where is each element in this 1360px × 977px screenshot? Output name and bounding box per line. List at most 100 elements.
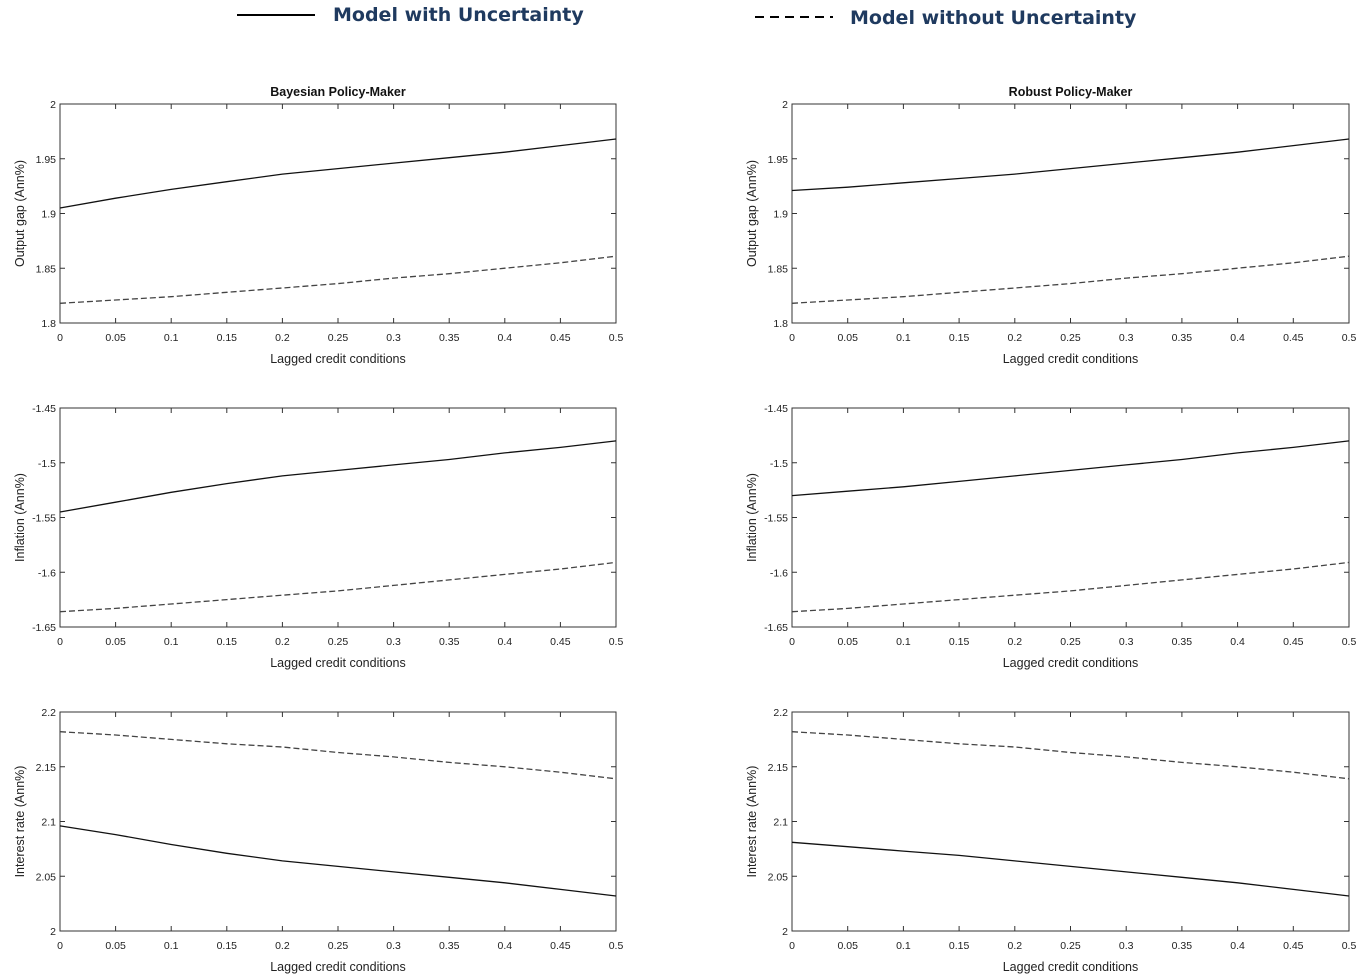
x-tick-label: 0.2 xyxy=(1007,940,1022,952)
panel-title: Robust Policy-Maker xyxy=(1009,85,1133,99)
plot-frame xyxy=(791,407,1350,628)
x-tick-label: 0.5 xyxy=(1342,636,1357,648)
x-tick-label: 0 xyxy=(57,332,63,344)
x-tick-label: 0 xyxy=(57,636,63,648)
x-tick-label: 0.45 xyxy=(1283,332,1304,344)
y-tick-label: -1.55 xyxy=(764,513,788,525)
x-tick-label: 0.45 xyxy=(550,940,571,952)
x-tick-label: 0.5 xyxy=(609,636,624,648)
y-tick-label: 2.2 xyxy=(41,707,56,719)
y-tick-label: 1.9 xyxy=(773,209,788,221)
series-line-without-uncertainty xyxy=(59,561,617,613)
legend-dashed-line-icon xyxy=(755,16,833,18)
x-tick-label: 0.15 xyxy=(217,940,238,952)
y-tick-label: -1.45 xyxy=(764,403,788,415)
x-tick-label: 0.35 xyxy=(439,332,460,344)
panel-title: Bayesian Policy-Maker xyxy=(270,85,406,99)
x-tick-label: 0.2 xyxy=(1007,332,1022,344)
series-line-without-uncertainty xyxy=(59,731,617,780)
y-axis-label: Output gap (Ann%) xyxy=(13,160,27,267)
y-axis-label: Inflation (Ann%) xyxy=(745,473,759,562)
y-tick-label: 2 xyxy=(50,99,56,111)
y-tick-label: 1.9 xyxy=(41,209,56,221)
chart-panel-1: 0 0.05 0.1 0.15 0.2 0.25 0.3 0.35 0.4 0.45 0.5 1.8 1… xyxy=(13,85,623,366)
x-tick-label: 0.05 xyxy=(105,332,126,344)
y-tick-label: 2.15 xyxy=(768,762,789,774)
y-axis-label: Inflation (Ann%) xyxy=(13,473,27,562)
chart-panel-6: 0 0.05 0.1 0.15 0.2 0.25 0.3 0.35 0.4 0.45 0.5 2 2.0… xyxy=(745,707,1356,974)
x-tick-label: 0.3 xyxy=(1119,332,1134,344)
y-tick-label: 2 xyxy=(782,926,788,938)
chart-panel-3: 0 0.05 0.1 0.15 0.2 0.25 0.3 0.35 0.4 0.45 0.5 -1.6… xyxy=(13,403,623,670)
x-tick-label: 0.45 xyxy=(1283,940,1304,952)
x-tick-label: 0.4 xyxy=(1230,940,1245,952)
x-tick-label: 0.25 xyxy=(1060,940,1081,952)
x-tick-label: 0 xyxy=(789,940,795,952)
series-line-with-uncertainty xyxy=(791,440,1350,497)
x-tick-label: 0.05 xyxy=(837,940,858,952)
x-tick-label: 0.2 xyxy=(275,332,290,344)
x-tick-label: 0.05 xyxy=(105,940,126,952)
y-tick-label: -1.6 xyxy=(770,567,788,579)
x-tick-label: 0.15 xyxy=(949,332,970,344)
y-tick-label: -1.5 xyxy=(770,458,788,470)
y-tick-label: 1.8 xyxy=(773,318,788,330)
legend-label-without-uncertainty: Model without Uncertainty xyxy=(850,7,1137,29)
x-tick-label: 0.25 xyxy=(328,940,349,952)
y-tick-label: 1.8 xyxy=(41,318,56,330)
x-tick-label: 0.5 xyxy=(1342,332,1357,344)
x-tick-label: 0 xyxy=(57,940,63,952)
x-tick-label: 0.05 xyxy=(837,332,858,344)
x-axis-label: Lagged credit conditions xyxy=(1003,960,1139,974)
series-line-without-uncertainty xyxy=(791,255,1350,304)
y-tick-label: 1.95 xyxy=(36,154,57,166)
x-axis-label: Lagged credit conditions xyxy=(270,960,406,974)
y-axis-label: Output gap (Ann%) xyxy=(745,160,759,267)
legend-solid-line-icon xyxy=(237,14,315,16)
x-tick-label: 0.1 xyxy=(164,332,179,344)
series-line-without-uncertainty xyxy=(59,255,617,304)
y-tick-label: -1.5 xyxy=(38,458,56,470)
x-tick-label: 0.2 xyxy=(1007,636,1022,648)
plot-frame xyxy=(59,711,617,932)
x-axis-label: Lagged credit conditions xyxy=(270,352,406,366)
x-tick-label: 0.25 xyxy=(328,332,349,344)
series-line-without-uncertainty xyxy=(791,731,1350,780)
x-tick-label: 0.1 xyxy=(164,940,179,952)
x-tick-label: 0.2 xyxy=(275,940,290,952)
plot-frame xyxy=(791,711,1350,932)
x-tick-label: 0.4 xyxy=(497,940,512,952)
x-tick-label: 0.15 xyxy=(217,636,238,648)
y-tick-label: 1.85 xyxy=(768,263,789,275)
y-tick-label: 2 xyxy=(782,99,788,111)
y-tick-label: 2.1 xyxy=(41,817,56,829)
y-tick-label: 2.05 xyxy=(768,871,789,883)
y-tick-label: 2 xyxy=(50,926,56,938)
y-tick-label: 1.85 xyxy=(36,263,57,275)
chart-panel-4: 0 0.05 0.1 0.15 0.2 0.25 0.3 0.35 0.4 0.45 0.5 -1.6… xyxy=(745,403,1356,670)
x-tick-label: 0.05 xyxy=(105,636,126,648)
x-tick-label: 0.35 xyxy=(439,940,460,952)
x-tick-label: 0.4 xyxy=(1230,636,1245,648)
x-tick-label: 0.5 xyxy=(609,332,624,344)
x-tick-label: 0.35 xyxy=(1172,332,1193,344)
x-tick-label: 0.45 xyxy=(550,332,571,344)
x-tick-label: 0.5 xyxy=(609,940,624,952)
x-tick-label: 0.25 xyxy=(328,636,349,648)
y-axis-label: Interest rate (Ann%) xyxy=(745,766,759,878)
x-tick-label: 0.3 xyxy=(386,332,401,344)
chart-panel-5: 0 0.05 0.1 0.15 0.2 0.25 0.3 0.35 0.4 0.45 0.5 2 2.0… xyxy=(13,707,623,974)
x-tick-label: 0.35 xyxy=(1172,636,1193,648)
x-tick-label: 0.1 xyxy=(164,636,179,648)
x-tick-label: 0.05 xyxy=(837,636,858,648)
series-line-with-uncertainty xyxy=(791,138,1350,192)
x-tick-label: 0.45 xyxy=(550,636,571,648)
y-tick-label: 2.15 xyxy=(36,762,57,774)
y-tick-label: 2.1 xyxy=(773,817,788,829)
series-line-with-uncertainty xyxy=(59,440,617,513)
y-tick-label: -1.6 xyxy=(38,567,56,579)
x-tick-label: 0.4 xyxy=(497,332,512,344)
x-tick-label: 0.15 xyxy=(217,332,238,344)
x-tick-label: 0.35 xyxy=(439,636,460,648)
y-axis-label: Interest rate (Ann%) xyxy=(13,766,27,878)
